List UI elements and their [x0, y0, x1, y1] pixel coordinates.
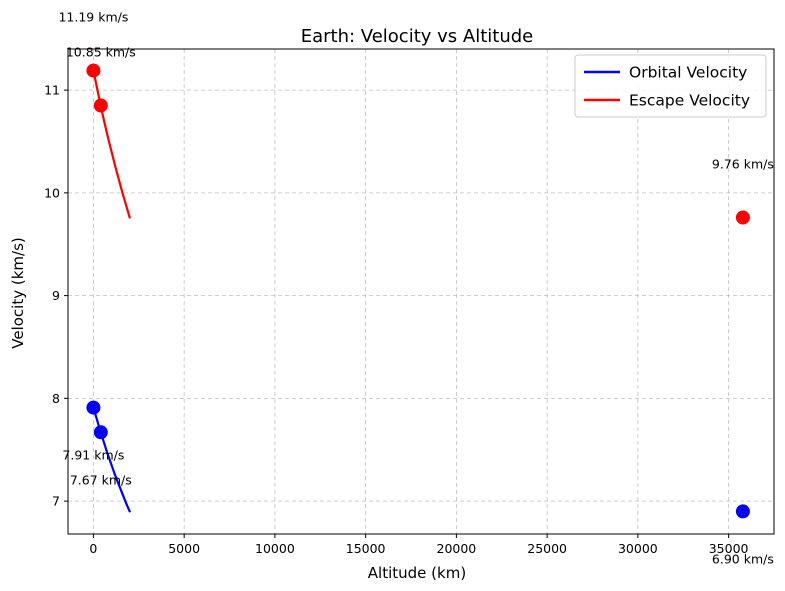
legend-label-orbital: Orbital Velocity: [629, 64, 747, 82]
data-point-label: 10.85 km/s: [66, 45, 136, 60]
x-tick-label: 20000: [437, 541, 477, 556]
y-axis-label: Velocity (km/s): [9, 237, 27, 348]
data-point-marker: [86, 400, 101, 415]
legend-box: [574, 54, 767, 118]
y-tick-label: 10: [44, 185, 60, 200]
data-point-marker: [735, 504, 750, 519]
x-tick-label: 10000: [255, 541, 295, 556]
x-tick-label: 0: [89, 541, 97, 556]
y-tick-label: 8: [52, 391, 60, 406]
data-point-label: 11.19 km/s: [58, 10, 128, 25]
data-point-marker: [735, 210, 750, 225]
x-tick-label: 35000: [709, 541, 749, 556]
y-tick-label: 9: [52, 288, 60, 303]
y-axis-ticks: 7 8 9 10 11: [44, 83, 68, 509]
y-tick-label: 7: [52, 494, 60, 509]
x-tick-label: 15000: [346, 541, 386, 556]
y-tick-label: 11: [44, 83, 60, 98]
x-axis-label: Altitude (km): [368, 564, 466, 582]
data-point-label: 6.90 km/s: [712, 551, 774, 566]
data-point-marker: [86, 63, 101, 78]
data-point-label: 9.76 km/s: [712, 157, 774, 172]
annotations: 7.91 km/s 7.67 km/s 6.90 km/s 11.19 km/s 10.…: [58, 10, 773, 567]
x-tick-label: 30000: [618, 541, 658, 556]
chart-title: Earth: Velocity vs Altitude: [301, 26, 533, 47]
legend: Orbital Velocity Escape Velocity: [574, 54, 767, 118]
data-point-label: 7.91 km/s: [62, 448, 124, 463]
legend-label-escape: Escape Velocity: [629, 92, 750, 110]
data-point-marker: [93, 425, 108, 440]
data-point-label: 7.67 km/s: [70, 472, 132, 487]
data-point-marker: [93, 98, 108, 113]
x-tick-label: 25000: [527, 541, 567, 556]
data-markers: [86, 63, 750, 519]
x-axis-ticks: 0 5000 10000 15000 20000 25000 30000 35000: [89, 534, 749, 556]
plot-frame: [67, 48, 775, 535]
x-tick-label: 5000: [168, 541, 200, 556]
